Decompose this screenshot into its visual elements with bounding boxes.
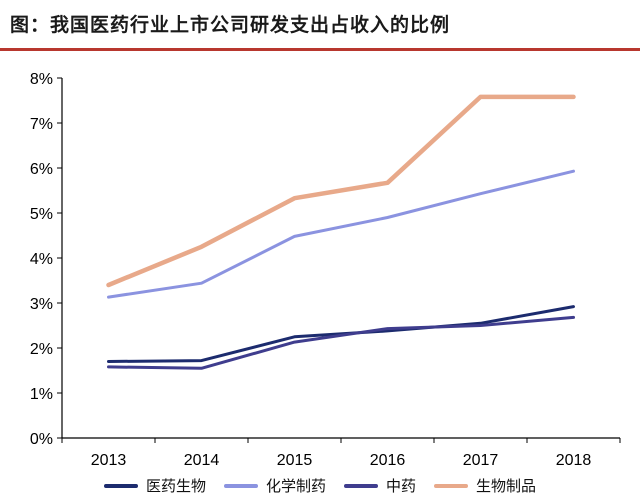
y-tick-label: 5%	[30, 206, 53, 223]
x-tick-label: 2017	[463, 452, 499, 469]
legend-swatch	[103, 483, 138, 488]
y-tick-label: 3%	[30, 296, 53, 313]
legend-swatch	[434, 483, 469, 488]
chart-axes: 0% 1% 2% 3% 4% 5% 6% 7% 8% 2013 2014 2015 2016 2017 20…	[30, 71, 621, 469]
legend-item: 中药	[344, 475, 416, 496]
legend-label: 医药生物	[145, 477, 206, 495]
x-tick-label: 2016	[370, 452, 406, 469]
y-tick-label: 7%	[30, 116, 53, 133]
series-line-1	[107, 169, 575, 299]
chart-title: 图：我国医药行业上市公司研发支出占收入的比例	[10, 14, 451, 36]
x-tick-label: 2018	[556, 452, 592, 469]
chart-legend: 医药生物 化学制药 中药 生物制品	[0, 475, 640, 496]
series-line-3	[106, 94, 576, 288]
y-tick-label: 6%	[30, 161, 53, 178]
y-tick-label: 4%	[30, 251, 53, 268]
legend-item: 化学制药	[223, 475, 326, 496]
legend-item: 生物制品	[434, 475, 536, 496]
legend-label: 生物制品	[476, 477, 537, 495]
x-tick-label: 2013	[91, 452, 127, 469]
legend-item: 医药生物	[103, 475, 206, 496]
x-tick-label: 2015	[277, 452, 313, 469]
title-divider	[0, 48, 640, 51]
legend-label: 化学制药	[265, 477, 326, 495]
legend-label: 中药	[386, 477, 417, 495]
series-line-2	[107, 315, 575, 370]
x-tick-label: 2014	[184, 452, 220, 469]
series-layer	[106, 94, 576, 370]
y-tick-label: 2%	[30, 341, 53, 358]
legend-swatch	[223, 483, 258, 488]
y-tick-label: 1%	[30, 386, 53, 403]
y-tick-label: 0%	[30, 431, 53, 448]
legend-swatch	[344, 483, 378, 488]
y-tick-label: 8%	[30, 71, 53, 88]
